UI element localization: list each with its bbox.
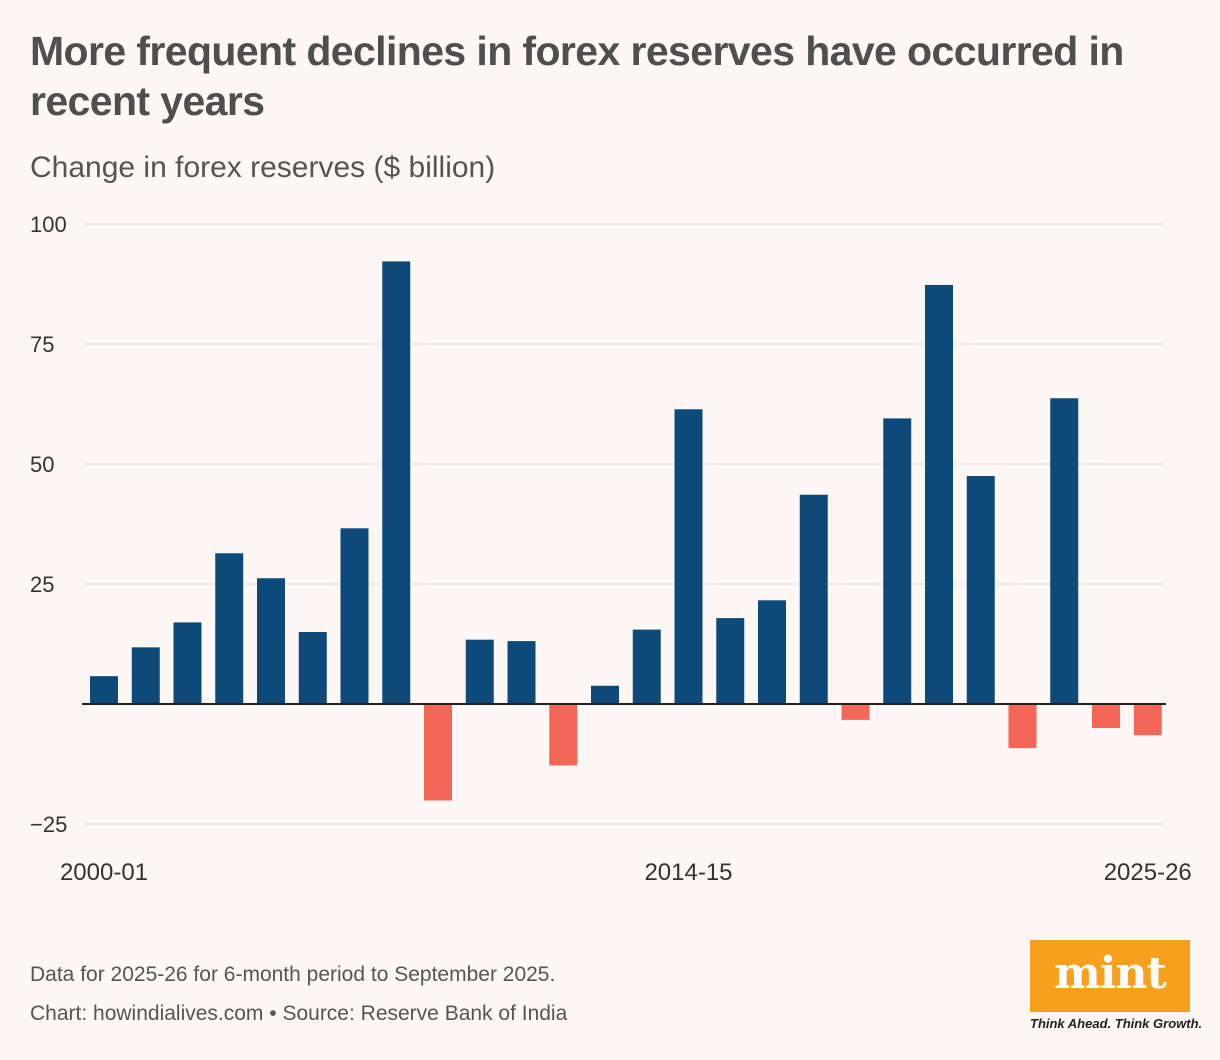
bars xyxy=(90,261,1162,801)
chart-title: More frequent declines in forex reserves… xyxy=(30,28,1124,124)
x-axis-tick-labels: 2000-01 2014-15 2025-26 xyxy=(60,859,1192,886)
bar-2018-19 xyxy=(841,704,870,720)
bar-2008-09 xyxy=(424,704,452,801)
bar-2025-26 xyxy=(1133,704,1162,736)
logo-wordmark: mint xyxy=(1054,948,1167,999)
bar-2017-18 xyxy=(799,494,828,704)
x-tick-label: 2014-15 xyxy=(644,859,732,886)
data-note: Data for 2025-26 for 6-month period to S… xyxy=(30,963,556,986)
source-credit: Chart: howindialives.com • Source: Reser… xyxy=(30,1002,568,1025)
x-tick-label: 2000-01 xyxy=(60,859,148,886)
bar-2015-16 xyxy=(716,618,745,704)
bar-2021-22 xyxy=(966,476,995,704)
bar-2022-23 xyxy=(1008,704,1037,749)
bar-2000-01 xyxy=(90,676,118,704)
bar-2019-20 xyxy=(883,418,912,704)
mint-logo: mint xyxy=(1030,940,1190,1012)
x-tick-label: 2025-26 xyxy=(1104,859,1192,886)
bar-2007-08 xyxy=(382,261,411,704)
bar-2003-04 xyxy=(215,553,244,704)
y-tick-label: −25 xyxy=(30,812,67,837)
bar-2020-21 xyxy=(925,284,953,704)
y-tick-label: 75 xyxy=(30,332,54,357)
bar-2004-05 xyxy=(257,578,285,704)
chart-subtitle: Change in forex reserves ($ billion) xyxy=(30,151,496,184)
bar-2001-02 xyxy=(131,647,160,704)
y-tick-label: 25 xyxy=(30,572,54,597)
bar-2009-10 xyxy=(465,639,494,704)
bar-2014-15 xyxy=(674,409,703,704)
y-tick-label: 50 xyxy=(30,452,54,477)
bar-chart: −25 25 50 75 100 2000-01 2014-15 2025-26 xyxy=(30,212,1192,886)
bar-2002-03 xyxy=(173,622,202,704)
logo-tagline: Think Ahead. Think Growth. xyxy=(1030,1016,1203,1031)
bar-2023-24 xyxy=(1050,398,1079,704)
gridlines xyxy=(82,223,1166,825)
bar-2016-17 xyxy=(758,600,786,704)
y-tick-label: 100 xyxy=(30,212,67,237)
bar-2012-13 xyxy=(591,685,619,704)
bar-2013-14 xyxy=(632,629,661,704)
y-axis-tick-labels: −25 25 50 75 100 xyxy=(30,212,67,837)
bar-2024-25 xyxy=(1092,704,1120,728)
bar-2010-11 xyxy=(507,641,536,704)
bar-2006-07 xyxy=(340,528,369,704)
bar-2011-12 xyxy=(549,704,578,766)
bar-2005-06 xyxy=(298,632,327,704)
